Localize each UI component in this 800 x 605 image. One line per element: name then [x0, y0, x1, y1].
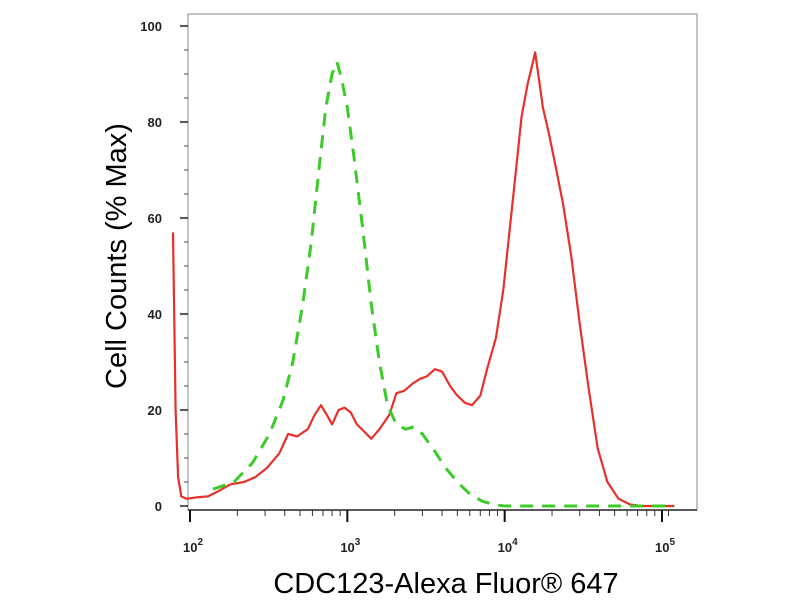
y-tick-label: 60 — [148, 211, 162, 226]
plot-frame — [187, 13, 698, 511]
x-tick-label: 105 — [655, 537, 675, 555]
y-tick-label: 80 — [148, 115, 162, 130]
x-tick-label: 103 — [340, 537, 360, 555]
x-tick-label: 102 — [183, 537, 203, 555]
y-axis-title: Cell Counts (% Max) — [101, 123, 133, 389]
y-tick-label: 100 — [140, 19, 162, 34]
y-axis: 0 20 40 60 80 100 — [140, 19, 188, 514]
y-tick-label: 0 — [155, 499, 162, 514]
x-axis: 102 103 104 105 — [183, 509, 697, 555]
y-tick-label: 40 — [148, 307, 162, 322]
stained-histogram-line — [171, 51, 675, 508]
control-histogram-line — [212, 60, 675, 508]
plot-border — [187, 13, 698, 511]
x-tick-label: 104 — [498, 537, 518, 555]
series-layer — [171, 51, 675, 508]
x-axis-title: CDC123-Alexa Fluor® 647 — [273, 568, 618, 600]
y-tick-label: 20 — [148, 403, 162, 418]
